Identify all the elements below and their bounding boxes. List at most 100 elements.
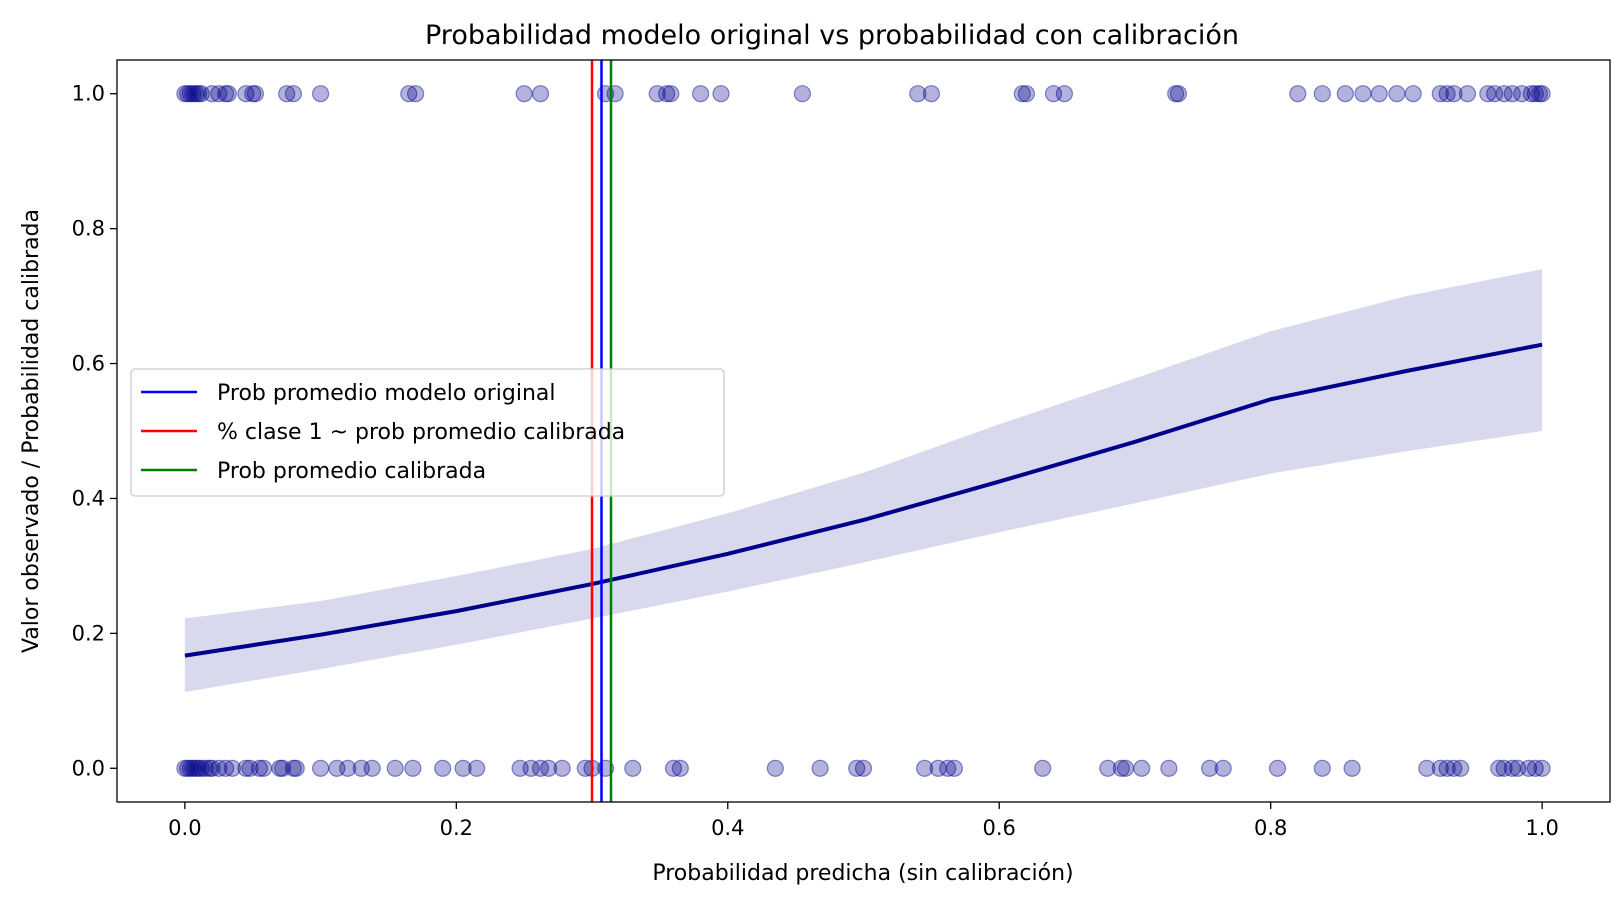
point-observed-0 — [1452, 759, 1470, 777]
point-observed-1 — [244, 85, 262, 103]
y-tick-label: 0.2 — [72, 621, 105, 645]
point-observed-0 — [1116, 759, 1135, 777]
point-observed-0 — [287, 759, 305, 777]
point-observed-0 — [1418, 759, 1436, 777]
point-observed-1 — [1055, 85, 1074, 103]
legend-frame — [130, 368, 725, 497]
y-tick-label: 0.6 — [72, 352, 105, 376]
plot-area — [116, 59, 1611, 803]
point-observed-1 — [712, 85, 730, 103]
point-observed-1 — [658, 85, 676, 103]
x-axis-label: Probabilidad predicha (sin calibración) — [652, 861, 1073, 886]
point-observed-1 — [246, 85, 264, 103]
point-observed-0 — [624, 759, 642, 777]
point-observed-0 — [352, 759, 370, 777]
y-tick-label: 0.4 — [72, 486, 105, 510]
point-observed-1 — [606, 85, 624, 103]
x-tick-label: 0.4 — [711, 816, 744, 840]
point-observed-0 — [271, 759, 289, 777]
chart-title: Probabilidad modelo original vs probabil… — [425, 20, 1239, 51]
point-observed-1 — [1479, 85, 1497, 103]
point-observed-1 — [648, 85, 666, 103]
point-observed-1 — [1404, 85, 1422, 103]
point-observed-1 — [1513, 85, 1531, 103]
point-observed-1 — [1167, 85, 1185, 103]
point-observed-0 — [811, 759, 829, 777]
point-observed-0 — [915, 759, 934, 777]
point-observed-1 — [1044, 85, 1063, 103]
point-observed-1 — [1289, 85, 1307, 103]
point-observed-0 — [1445, 759, 1463, 777]
point-observed-1 — [1336, 85, 1354, 103]
point-observed-1 — [210, 85, 228, 103]
point-observed-1 — [1445, 85, 1463, 103]
point-observed-0 — [1200, 759, 1219, 777]
point-observed-0 — [255, 759, 273, 777]
point-observed-1 — [531, 85, 550, 103]
point-observed-0 — [511, 759, 529, 777]
point-observed-1 — [181, 85, 199, 103]
legend-label-class1: % clase 1 ~ prob promedio calibrada — [217, 420, 625, 445]
point-observed-0 — [1503, 759, 1521, 777]
legend: Prob promedio modelo original % clase 1 … — [130, 368, 725, 497]
point-observed-1 — [278, 85, 296, 103]
points-observed-1 — [176, 85, 1551, 103]
point-observed-0 — [192, 759, 210, 777]
y-tick-label: 0.0 — [72, 756, 105, 780]
point-observed-0 — [1490, 759, 1508, 777]
point-observed-0 — [274, 759, 292, 777]
point-observed-0 — [939, 759, 957, 777]
point-observed-1 — [1013, 85, 1031, 103]
legend-label-mean-original: Prob promedio modelo original — [217, 381, 556, 406]
point-observed-0 — [196, 759, 214, 777]
y-axis-ticks: 0.0 0.2 0.4 0.6 0.8 1.0 — [72, 82, 117, 780]
point-observed-0 — [363, 759, 381, 777]
point-observed-0 — [434, 759, 452, 777]
point-observed-0 — [189, 759, 207, 777]
point-observed-0 — [854, 759, 873, 777]
point-observed-0 — [250, 759, 269, 777]
x-tick-label: 1.0 — [1525, 816, 1558, 840]
point-observed-1 — [1526, 85, 1544, 103]
point-observed-1 — [203, 85, 221, 103]
point-observed-1 — [1438, 85, 1456, 103]
point-observed-0 — [1438, 759, 1456, 777]
point-observed-0 — [522, 759, 540, 777]
point-observed-1 — [189, 85, 207, 103]
point-observed-0 — [179, 759, 197, 777]
x-tick-label: 0.8 — [1254, 816, 1287, 840]
point-observed-0 — [184, 759, 202, 777]
point-observed-0 — [386, 759, 404, 777]
point-observed-1 — [217, 85, 235, 103]
point-observed-1 — [909, 85, 927, 103]
y-axis-label: Valor observado / Probabilidad calibrada — [19, 209, 44, 653]
x-axis-ticks: 0.0 0.2 0.4 0.6 0.8 1.0 — [168, 802, 1559, 840]
point-observed-1 — [192, 85, 210, 103]
point-observed-1 — [284, 85, 302, 103]
point-observed-1 — [187, 85, 205, 103]
x-tick-label: 0.6 — [983, 816, 1016, 840]
point-observed-1 — [1530, 85, 1549, 103]
point-observed-0 — [929, 759, 947, 777]
point-observed-1 — [691, 85, 710, 103]
point-observed-1 — [922, 85, 941, 103]
point-observed-1 — [1522, 85, 1540, 103]
point-observed-0 — [1431, 759, 1449, 777]
point-observed-0 — [1526, 759, 1544, 777]
point-observed-1 — [1017, 85, 1036, 103]
legend-label-mean-calibrated: Prob promedio calibrada — [217, 459, 486, 484]
x-tick-label: 0.0 — [168, 816, 201, 840]
point-observed-0 — [181, 759, 199, 777]
confidence-band — [184, 269, 1543, 692]
point-observed-0 — [241, 759, 259, 777]
calibration-curve — [184, 342, 1543, 658]
point-observed-0 — [766, 759, 784, 777]
point-observed-0 — [531, 759, 550, 777]
point-observed-0 — [1343, 759, 1361, 777]
y-tick-label: 0.8 — [72, 217, 105, 241]
point-observed-0 — [454, 759, 472, 777]
point-observed-0 — [223, 759, 241, 777]
point-observed-0 — [576, 759, 594, 777]
point-observed-0 — [553, 759, 571, 777]
point-observed-0 — [339, 759, 357, 777]
